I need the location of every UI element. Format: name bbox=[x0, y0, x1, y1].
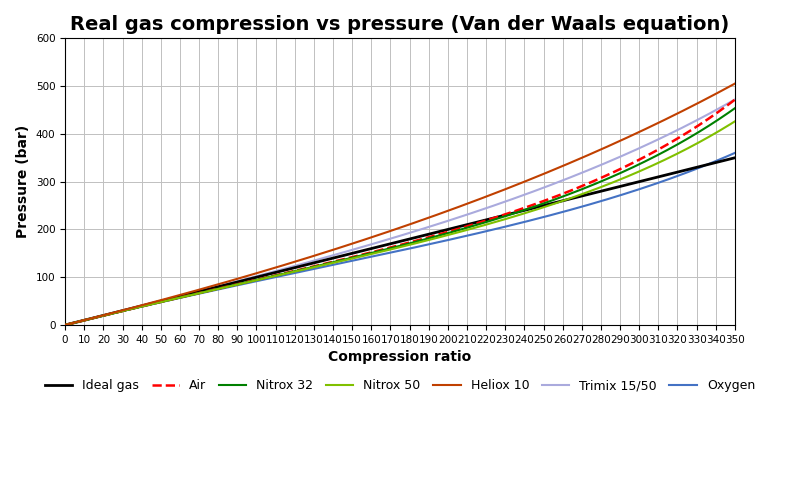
Legend: Ideal gas, Air, Nitrox 32, Nitrox 50, Heliox 10, Trimix 15/50, Oxygen: Ideal gas, Air, Nitrox 32, Nitrox 50, He… bbox=[40, 374, 760, 397]
Title: Real gas compression vs pressure (Van der Waals equation): Real gas compression vs pressure (Van de… bbox=[70, 15, 730, 34]
X-axis label: Compression ratio: Compression ratio bbox=[328, 350, 472, 364]
Y-axis label: Pressure (bar): Pressure (bar) bbox=[16, 125, 30, 238]
